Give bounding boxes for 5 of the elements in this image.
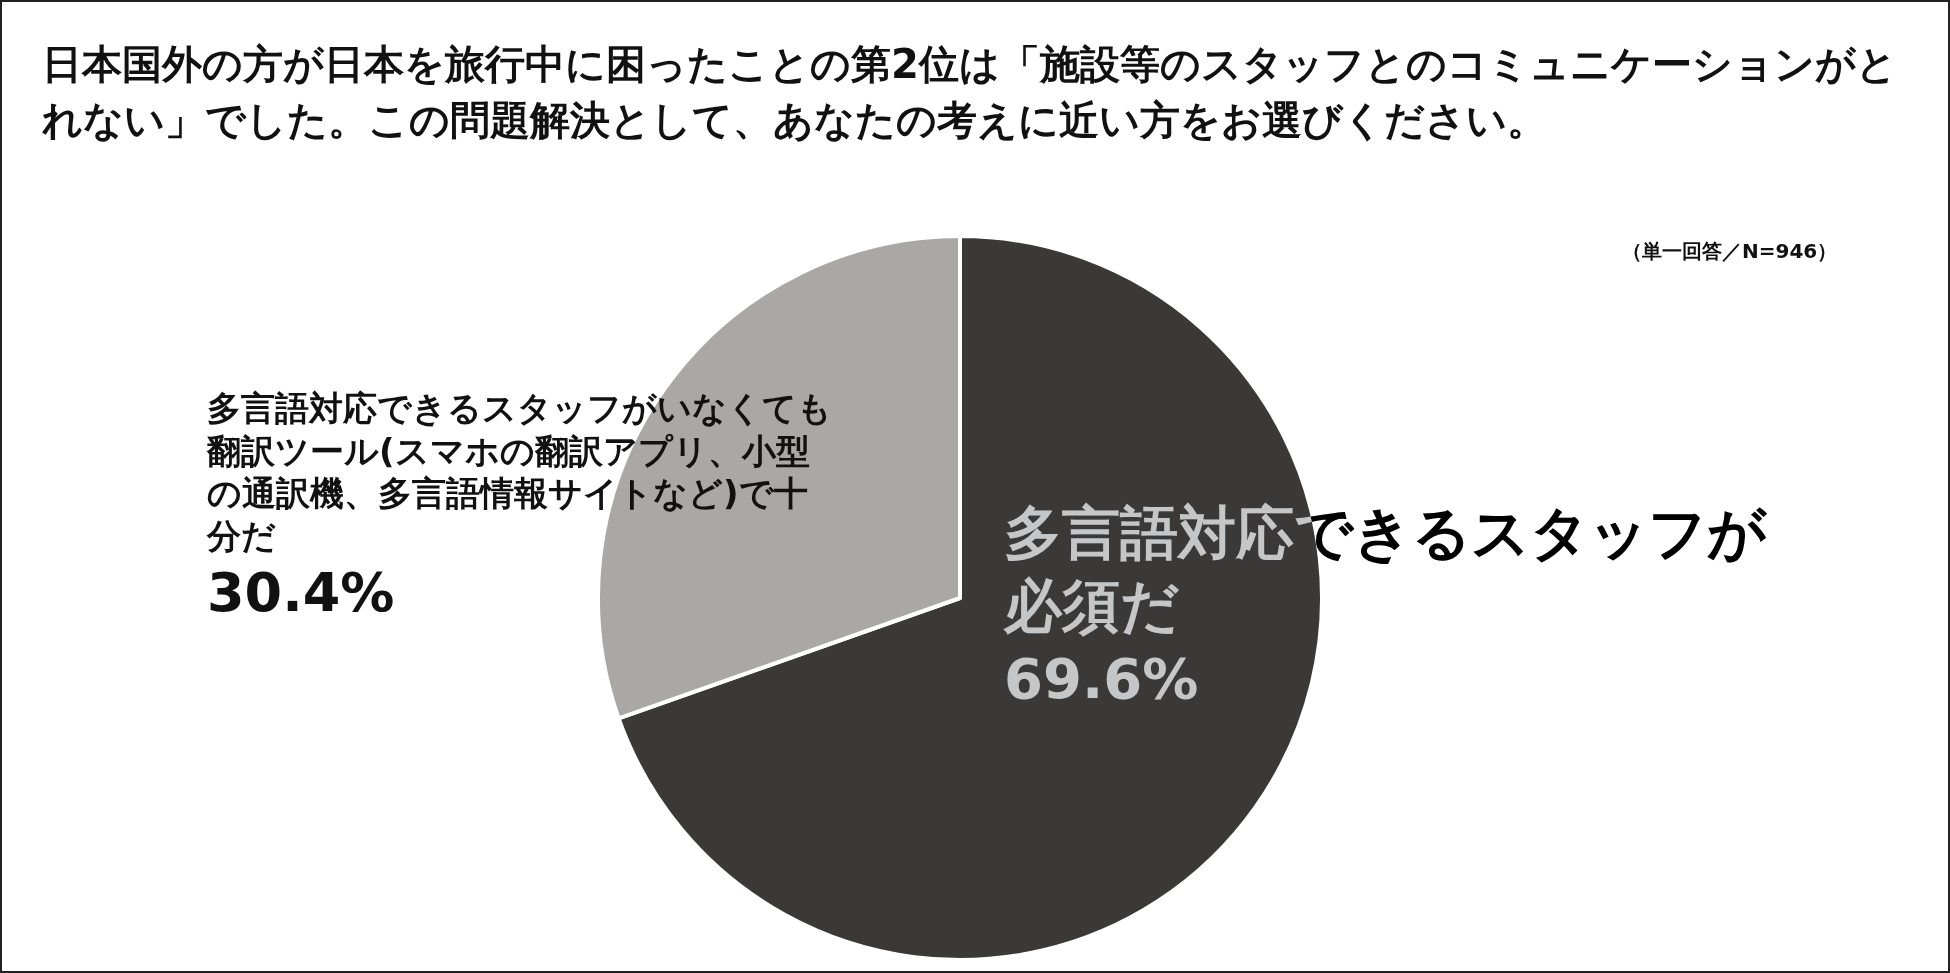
chart-title: 日本国外の方が日本を旅行中に困ったことの第2位は「施設等のスタッフとのコミュニケーションがとれない」でした。この問題解決として、あなたの考えに近い方をお選びください。 bbox=[42, 40, 1898, 145]
data-label: 30.4% bbox=[207, 561, 396, 624]
data-label: 69.6% bbox=[1004, 646, 1200, 711]
slice-label: 多言語対応できるスタッフがいなくても翻訳ツール(スマホの翻訳アプリ、小型の通訳機、多言語情報サイトなど)で十分だ bbox=[207, 387, 833, 557]
text: （単一回答／N=946） bbox=[1622, 238, 1838, 265]
